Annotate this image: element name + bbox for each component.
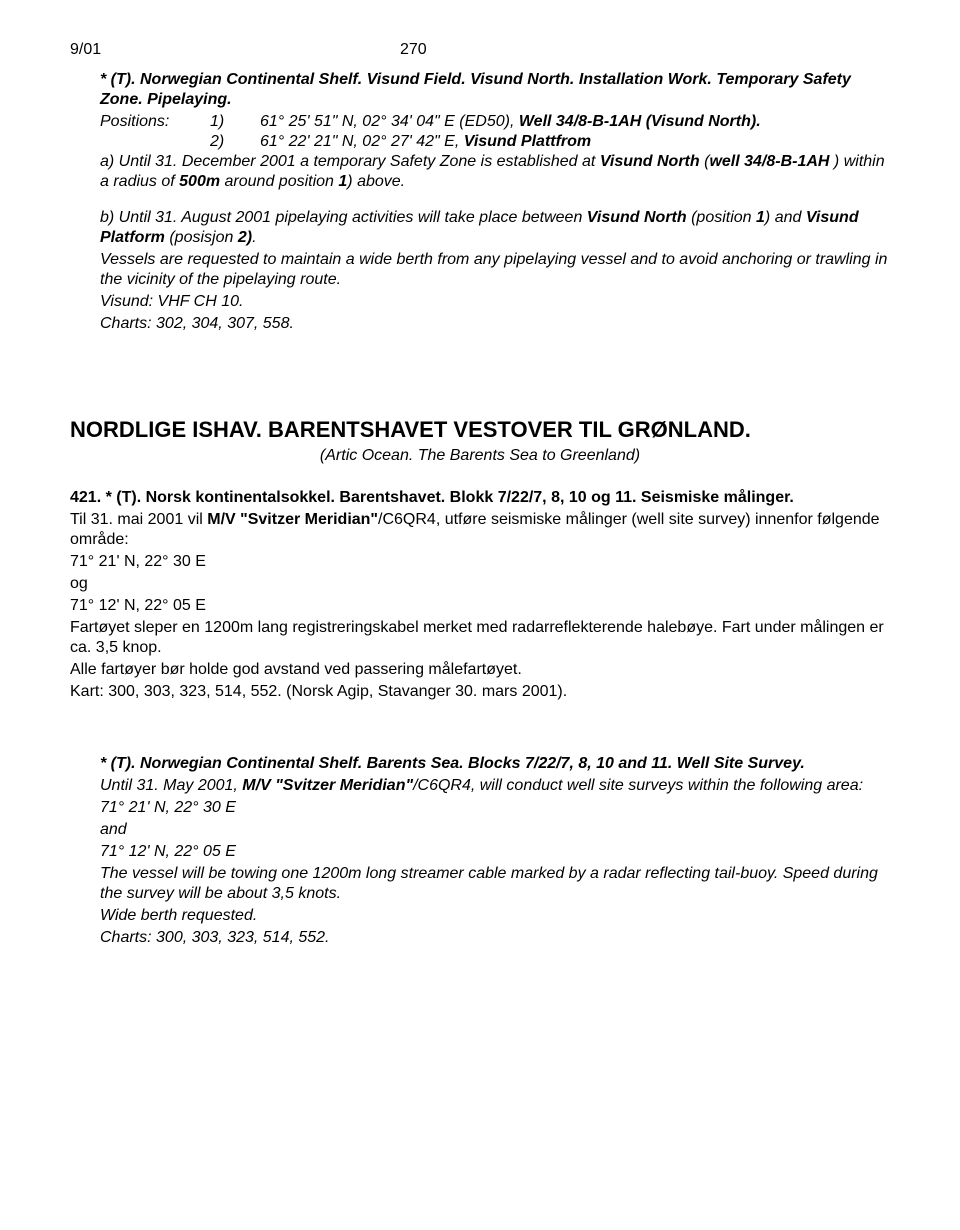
position-2-num: 2) (210, 132, 260, 152)
notice-3-coord2: 71° 12' N, 22° 05 E (100, 842, 890, 862)
notice-2-title: 421. * (T). Norsk kontinentalsokkel. Bar… (70, 488, 890, 508)
notice-2-line2: Fartøyet sleper en 1200m lang registreri… (70, 618, 890, 658)
position-1-well: Well 34/8-B-1AH (Visund North). (519, 113, 761, 130)
notice-1-vhf: Visund: VHF CH 10. (100, 292, 890, 312)
notice-2-line4: Kart: 300, 303, 323, 514, 552. (Norsk Ag… (70, 682, 890, 702)
section-subheading: (Artic Ocean. The Barents Sea to Greenla… (70, 446, 890, 466)
notice-1-para-a: a) Until 31. December 2001 a temporary S… (100, 152, 890, 192)
header-page: 270 (400, 40, 427, 60)
notice-1-charts: Charts: 302, 304, 307, 558. (100, 314, 890, 334)
positions-label: Positions: (100, 112, 210, 132)
position-1-value: 61° 25' 51" N, 02° 34' 04" E (ED50), Wel… (260, 112, 761, 132)
page-header: 9/01 270 (70, 40, 890, 60)
notice-2-line1: Til 31. mai 2001 vil M/V "Svitzer Meridi… (70, 510, 890, 550)
notice-3: * (T). Norwegian Continental Shelf. Bare… (70, 754, 890, 948)
notice-2-coord2: 71° 12' N, 22° 05 E (70, 596, 890, 616)
notice-2-og: og (70, 574, 890, 594)
position-2-value: 61° 22' 21" N, 02° 27' 42" E, Visund Pla… (260, 132, 591, 152)
position-1-coords: 61° 25' 51" N, 02° 34' 04" E (ED50), (260, 113, 519, 130)
notice-2-coord1: 71° 21' N, 22° 30 E (70, 552, 890, 572)
notice-3-line3: Wide berth requested. (100, 906, 890, 926)
notice-1-para-b: b) Until 31. August 2001 pipelaying acti… (100, 208, 890, 248)
notice-1-para-c: Vessels are requested to maintain a wide… (100, 250, 890, 290)
positions-row-2: 2) 61° 22' 21" N, 02° 27' 42" E, Visund … (100, 132, 890, 152)
positions-row-1: Positions: 1) 61° 25' 51" N, 02° 34' 04"… (100, 112, 890, 132)
position-1-num: 1) (210, 112, 260, 132)
notice-3-line4: Charts: 300, 303, 323, 514, 552. (100, 928, 890, 948)
position-2-coords: 61° 22' 21" N, 02° 27' 42" E, (260, 133, 464, 150)
header-issue: 9/01 (70, 40, 400, 60)
notice-2-line3: Alle fartøyer bør holde god avstand ved … (70, 660, 890, 680)
notice-1-title: * (T). Norwegian Continental Shelf. Visu… (100, 70, 890, 110)
notice-3-title: * (T). Norwegian Continental Shelf. Bare… (100, 754, 890, 774)
notice-3-and: and (100, 820, 890, 840)
position-2-platform: Visund Plattfrom (464, 133, 591, 150)
notice-2: 421. * (T). Norsk kontinentalsokkel. Bar… (70, 488, 890, 702)
notice-1: * (T). Norwegian Continental Shelf. Visu… (70, 70, 890, 334)
notice-3-line1: Until 31. May 2001, M/V "Svitzer Meridia… (100, 776, 890, 796)
notice-3-line2: The vessel will be towing one 1200m long… (100, 864, 890, 904)
notice-3-coord1: 71° 21' N, 22° 30 E (100, 798, 890, 818)
section-heading: NORDLIGE ISHAV. BARENTSHAVET VESTOVER TI… (70, 416, 890, 444)
